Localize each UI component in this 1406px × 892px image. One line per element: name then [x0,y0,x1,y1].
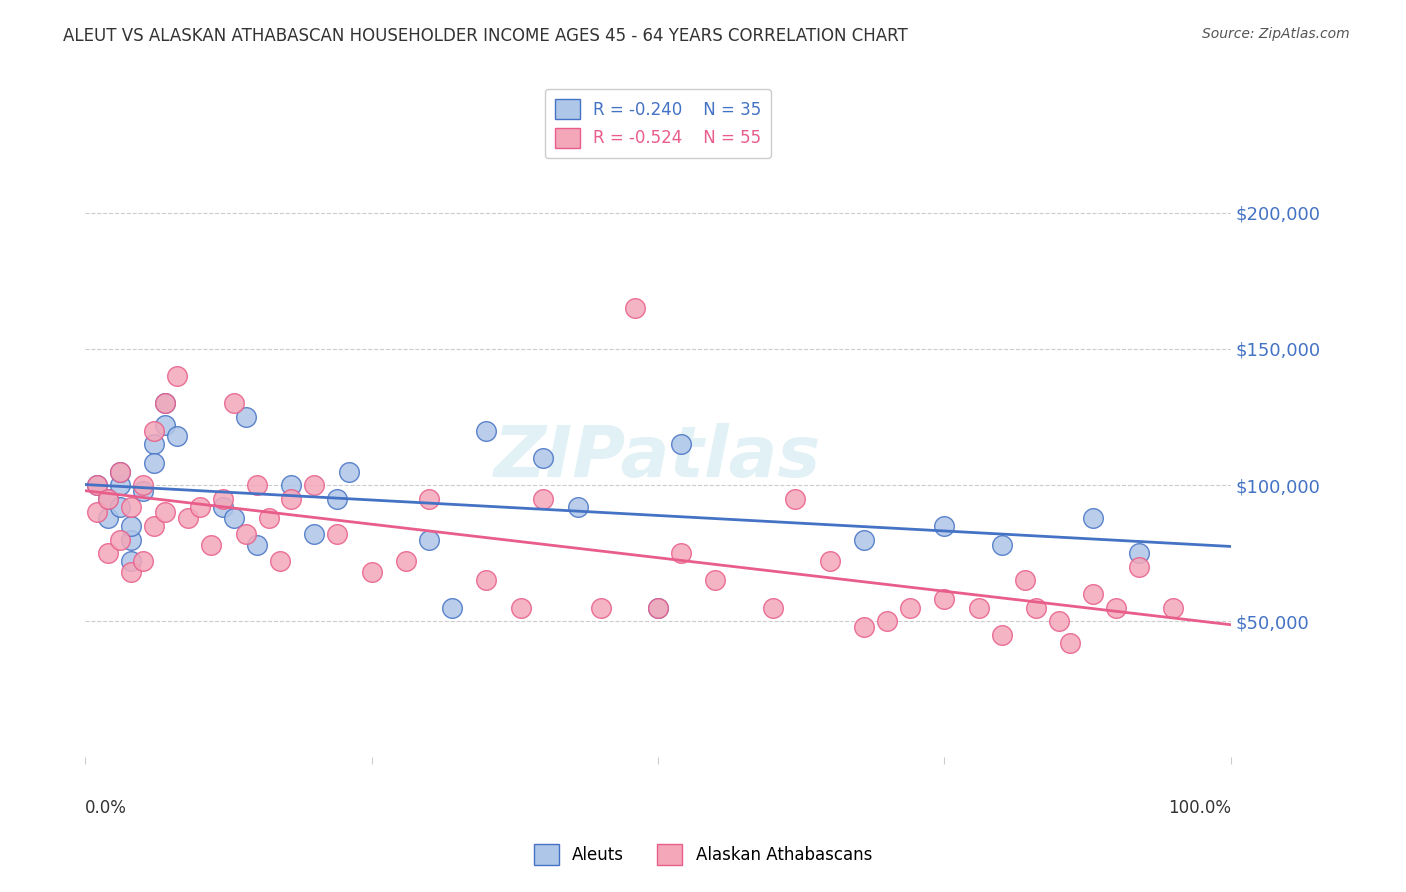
Point [143,437,166,451]
Point [188,500,211,514]
Point [97,491,120,506]
Point [280,491,302,506]
Point [280,478,302,492]
Point [990,538,1012,552]
Point [337,465,360,479]
Point [533,491,555,506]
Point [1083,510,1105,524]
Point [624,301,647,315]
Point [761,600,783,615]
Point [853,533,876,547]
Point [818,554,841,568]
Point [1025,600,1047,615]
Point [509,600,531,615]
Point [360,566,382,580]
Point [131,478,153,492]
Point [704,574,727,588]
Point [1047,614,1070,628]
Point [97,546,120,560]
Point [143,456,166,470]
Point [224,510,246,524]
Point [108,465,131,479]
Text: 100.0%: 100.0% [1168,799,1230,817]
Point [155,396,177,410]
Point [257,510,280,524]
Point [235,410,257,425]
Point [647,600,669,615]
Point [86,478,108,492]
Point [934,592,956,607]
Point [1128,546,1150,560]
Point [1014,574,1036,588]
Point [86,505,108,519]
Legend: Aleuts, Alaskan Athabascans: Aleuts, Alaskan Athabascans [524,834,882,875]
Point [475,424,498,438]
Point [131,554,153,568]
Point [418,533,440,547]
Point [1059,636,1081,650]
Point [166,429,188,443]
Point [853,620,876,634]
Point [418,491,440,506]
Point [326,491,349,506]
Point [326,527,349,541]
Point [567,500,589,514]
Point [246,538,269,552]
Point [395,554,418,568]
Point [211,500,233,514]
Point [108,465,131,479]
Point [120,519,142,533]
Point [86,478,108,492]
Text: Source: ZipAtlas.com: Source: ZipAtlas.com [1202,27,1350,41]
Point [589,600,612,615]
Point [235,527,257,541]
Point [1128,559,1150,574]
Point [990,628,1012,642]
Point [97,510,120,524]
Point [108,500,131,514]
Point [120,554,142,568]
Point [155,396,177,410]
Point [224,396,246,410]
Point [1163,600,1185,615]
Point [967,600,990,615]
Point [898,600,921,615]
Point [177,510,200,524]
Point [876,614,898,628]
Point [934,519,956,533]
Point [155,418,177,433]
Point [131,483,153,498]
Point [120,533,142,547]
Point [143,424,166,438]
Point [440,600,463,615]
Point [304,478,326,492]
Point [200,538,222,552]
Text: ZIPatlas: ZIPatlas [495,424,821,492]
Point [120,566,142,580]
Point [785,491,807,506]
Point [1083,587,1105,601]
Point [269,554,291,568]
Point [166,369,188,384]
Legend: R = -0.240    N = 35, R = -0.524    N = 55: R = -0.240 N = 35, R = -0.524 N = 55 [544,89,772,158]
Point [108,533,131,547]
Point [1105,600,1128,615]
Point [155,505,177,519]
Point [246,478,269,492]
Text: 0.0%: 0.0% [86,799,127,817]
Point [533,450,555,465]
Text: ALEUT VS ALASKAN ATHABASCAN HOUSEHOLDER INCOME AGES 45 - 64 YEARS CORRELATION CH: ALEUT VS ALASKAN ATHABASCAN HOUSEHOLDER … [63,27,908,45]
Point [211,491,233,506]
Point [120,500,142,514]
Point [669,546,692,560]
Point [647,600,669,615]
Point [304,527,326,541]
Point [475,574,498,588]
Point [108,478,131,492]
Point [97,491,120,506]
Point [669,437,692,451]
Point [143,519,166,533]
